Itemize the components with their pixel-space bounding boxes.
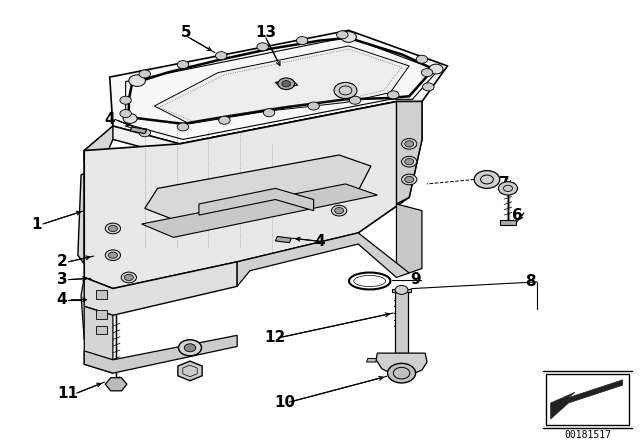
Circle shape (296, 37, 308, 44)
Circle shape (121, 272, 136, 283)
Polygon shape (392, 289, 411, 292)
Circle shape (129, 75, 145, 86)
Circle shape (139, 70, 150, 78)
Polygon shape (199, 188, 314, 215)
Text: 00181517: 00181517 (564, 430, 611, 440)
Text: 11: 11 (58, 386, 79, 401)
Circle shape (429, 64, 443, 74)
Text: 9: 9 (410, 272, 421, 287)
Text: 10: 10 (275, 395, 296, 409)
Circle shape (337, 31, 348, 39)
Polygon shape (237, 233, 409, 286)
Polygon shape (96, 290, 106, 299)
Polygon shape (84, 306, 113, 373)
Polygon shape (84, 335, 237, 373)
Circle shape (334, 82, 357, 99)
Text: 7: 7 (499, 177, 510, 191)
Polygon shape (395, 291, 408, 353)
Circle shape (184, 344, 196, 352)
Circle shape (388, 363, 415, 383)
Text: 1: 1 (31, 216, 42, 232)
Circle shape (388, 91, 399, 99)
Polygon shape (96, 326, 106, 334)
Text: 4: 4 (56, 292, 67, 307)
Polygon shape (376, 353, 427, 375)
Circle shape (404, 159, 413, 165)
Polygon shape (367, 358, 376, 362)
Bar (546, 374, 629, 425)
Circle shape (401, 156, 417, 167)
Polygon shape (105, 378, 127, 391)
Circle shape (257, 43, 268, 51)
Circle shape (179, 340, 202, 356)
Polygon shape (154, 46, 409, 124)
Circle shape (341, 32, 356, 43)
Circle shape (422, 83, 434, 91)
Circle shape (308, 102, 319, 110)
Circle shape (474, 171, 500, 188)
Circle shape (263, 109, 275, 116)
Text: 5: 5 (181, 25, 191, 40)
Polygon shape (178, 361, 202, 381)
Circle shape (120, 96, 131, 104)
Polygon shape (141, 184, 378, 237)
Polygon shape (130, 127, 147, 134)
Polygon shape (78, 126, 113, 264)
Polygon shape (275, 79, 298, 88)
Circle shape (332, 205, 347, 216)
Circle shape (108, 225, 117, 232)
Circle shape (219, 116, 230, 124)
Polygon shape (500, 220, 516, 225)
Circle shape (335, 207, 344, 214)
Circle shape (105, 250, 120, 260)
Text: 4: 4 (104, 112, 115, 127)
Circle shape (395, 285, 408, 294)
Text: 3: 3 (56, 272, 67, 287)
Text: 8: 8 (525, 274, 536, 289)
Text: 13: 13 (255, 25, 276, 40)
Text: 12: 12 (265, 330, 286, 345)
Circle shape (282, 81, 291, 87)
Circle shape (404, 177, 413, 183)
Circle shape (404, 141, 413, 147)
Circle shape (278, 78, 294, 90)
Circle shape (177, 60, 189, 69)
Text: 6: 6 (512, 207, 523, 223)
Circle shape (416, 55, 428, 63)
Polygon shape (275, 237, 291, 243)
Text: 2: 2 (56, 254, 67, 269)
Circle shape (123, 114, 137, 123)
Circle shape (401, 174, 417, 185)
Polygon shape (109, 30, 447, 144)
Polygon shape (84, 102, 422, 289)
Circle shape (124, 274, 133, 280)
Polygon shape (145, 155, 371, 220)
Circle shape (421, 69, 433, 77)
Circle shape (499, 182, 518, 195)
Polygon shape (396, 204, 422, 273)
Polygon shape (96, 310, 106, 319)
Circle shape (108, 252, 117, 258)
Polygon shape (550, 380, 623, 419)
Polygon shape (84, 102, 422, 163)
Polygon shape (396, 102, 422, 204)
Circle shape (349, 96, 361, 104)
Circle shape (139, 129, 150, 137)
Circle shape (120, 110, 131, 117)
Circle shape (216, 52, 227, 60)
Polygon shape (84, 262, 237, 315)
Text: 4: 4 (315, 234, 325, 249)
Circle shape (401, 138, 417, 149)
Circle shape (105, 223, 120, 234)
Circle shape (177, 123, 189, 131)
Polygon shape (81, 277, 113, 340)
